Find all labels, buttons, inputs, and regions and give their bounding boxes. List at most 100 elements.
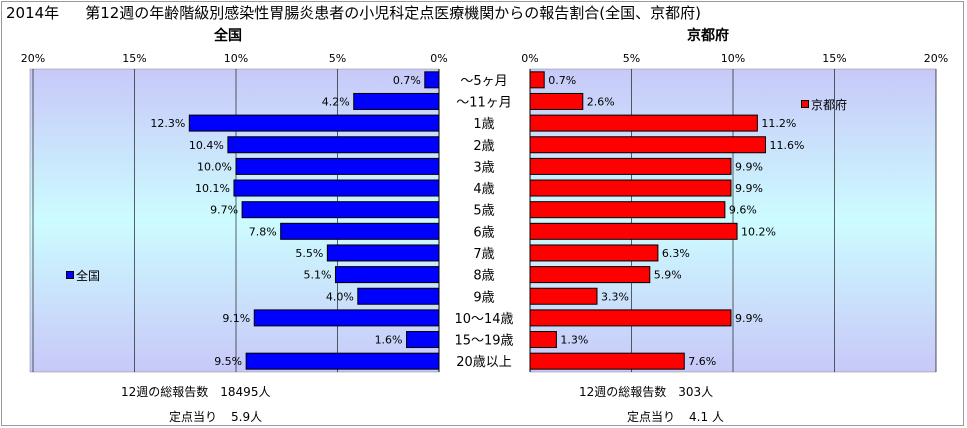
category-label: 8歳 — [473, 269, 494, 284]
bar-kyoto — [529, 71, 545, 89]
data-label-kyoto: 10.2% — [741, 225, 776, 238]
data-label-zenkoku: 4.0% — [326, 290, 354, 303]
data-label-zenkoku: 9.5% — [214, 355, 242, 368]
data-label-kyoto: 6.3% — [662, 247, 690, 260]
category-label: 6歳 — [473, 225, 494, 240]
tick-label-zenkoku: 20% — [21, 52, 45, 65]
data-label-zenkoku: 10.0% — [197, 160, 232, 173]
category-label: 9歳 — [473, 290, 494, 305]
bar-kyoto — [529, 114, 758, 132]
data-label-zenkoku: 10.1% — [195, 182, 230, 195]
bar-kyoto — [529, 92, 584, 110]
footer-kyoto-total-value: 303人 — [678, 385, 714, 399]
footer-kyoto-total: 12週の総報告数 303人 — [579, 383, 713, 400]
tick-label-kyoto: 10% — [721, 52, 745, 65]
bar-zenkoku — [227, 136, 440, 154]
footer-zenkoku-total-value: 18495人 — [220, 385, 271, 399]
footer-zenkoku-per-label: 定点当り — [169, 410, 218, 424]
category-label: ～5ヶ月 — [460, 74, 507, 89]
legend-swatch-zenkoku — [66, 271, 74, 279]
data-label-zenkoku: 10.4% — [189, 139, 224, 152]
data-label-zenkoku: 0.7% — [393, 74, 421, 87]
category-label: 2歳 — [473, 139, 494, 154]
bar-kyoto — [529, 244, 659, 262]
footer-kyoto-per-value: 4.1 人 — [689, 410, 724, 424]
footer-kyoto-total-label: 12週の総報告数 — [579, 385, 667, 399]
data-label-zenkoku: 7.8% — [249, 225, 277, 238]
footer-zenkoku-per: 定点当り 5.9人 — [169, 408, 262, 425]
legend-label-zenkoku: 全国 — [76, 269, 101, 283]
bar-zenkoku — [280, 222, 440, 240]
bar-zenkoku — [253, 309, 440, 327]
bar-kyoto — [529, 179, 732, 197]
category-label: 20歳以上 — [456, 355, 512, 370]
tick-label-kyoto: 20% — [924, 52, 948, 65]
data-label-kyoto: 9.9% — [735, 160, 763, 173]
data-label-kyoto: 9.6% — [729, 204, 757, 217]
category-label: 10～14歳 — [454, 312, 513, 327]
bar-zenkoku — [424, 71, 440, 89]
bar-kyoto — [529, 201, 726, 219]
data-label-zenkoku: 9.7% — [210, 204, 238, 217]
tick-label-kyoto: 5% — [623, 52, 640, 65]
bar-zenkoku — [245, 352, 440, 370]
footer-zenkoku-per-value: 5.9人 — [231, 410, 263, 424]
chart-title: 2014年 第12週の年齢階級別感染性胃腸炎患者の小児科定点医療機関からの報告割合… — [6, 2, 701, 23]
data-label-kyoto: 9.9% — [735, 182, 763, 195]
data-label-zenkoku: 1.6% — [375, 334, 403, 347]
bar-zenkoku — [188, 114, 440, 132]
tick-label-kyoto: 0% — [521, 52, 538, 65]
legend-kyoto: 京都府 — [801, 96, 847, 113]
bar-zenkoku — [233, 179, 440, 197]
legend-zenkoku: 全国 — [66, 267, 100, 284]
bar-kyoto — [529, 309, 732, 327]
title-year: 2014年 — [6, 4, 60, 22]
bar-zenkoku — [326, 244, 440, 262]
plot-background-zenkoku — [29, 68, 440, 373]
data-label-zenkoku: 5.1% — [304, 269, 332, 282]
tick-label-zenkoku: 5% — [329, 52, 346, 65]
category-label: 5歳 — [473, 204, 494, 219]
data-label-kyoto: 3.3% — [601, 290, 629, 303]
category-label: 1歳 — [473, 117, 494, 132]
data-label-kyoto: 0.7% — [548, 74, 576, 87]
legend-label-kyoto: 京都府 — [811, 98, 848, 112]
footer-kyoto-per-label: 定点当り — [627, 410, 676, 424]
data-label-kyoto: 5.9% — [654, 269, 682, 282]
bar-zenkoku — [241, 201, 440, 219]
category-label: 3歳 — [473, 160, 494, 175]
category-label: 4歳 — [473, 182, 494, 197]
bar-zenkoku — [357, 287, 440, 305]
tick-label-zenkoku: 15% — [122, 52, 146, 65]
data-label-kyoto: 7.6% — [688, 355, 716, 368]
data-label-zenkoku: 12.3% — [150, 117, 185, 130]
bar-zenkoku — [334, 266, 440, 284]
panel-title-kyoto: 京都府 — [687, 27, 729, 44]
bar-zenkoku — [406, 331, 440, 349]
data-label-kyoto: 11.6% — [769, 139, 804, 152]
data-label-kyoto: 2.6% — [587, 95, 615, 108]
bar-zenkoku — [353, 92, 440, 110]
bar-kyoto — [529, 157, 732, 175]
footer-kyoto-per: 定点当り 4.1 人 — [627, 408, 724, 425]
category-label: 15～19歳 — [454, 334, 513, 349]
data-label-zenkoku: 9.1% — [222, 312, 250, 325]
title-text: 第12週の年齢階級別感染性胃腸炎患者の小児科定点医療機関からの報告割合(全国、京… — [85, 4, 701, 22]
tick-label-zenkoku: 10% — [224, 52, 248, 65]
bar-kyoto — [529, 222, 738, 240]
bar-kyoto — [529, 266, 651, 284]
bar-kyoto — [529, 136, 766, 154]
footer-zenkoku-total-label: 12週の総報告数 — [121, 385, 209, 399]
bar-zenkoku — [235, 157, 440, 175]
panel-title-zenkoku: 全国 — [213, 27, 242, 44]
data-label-zenkoku: 5.5% — [295, 247, 323, 260]
footer-zenkoku-total: 12週の総報告数 18495人 — [121, 383, 270, 400]
data-label-kyoto: 11.2% — [761, 117, 796, 130]
legend-swatch-kyoto — [801, 100, 809, 108]
data-label-kyoto: 9.9% — [735, 312, 763, 325]
bar-kyoto — [529, 287, 598, 305]
tick-label-kyoto: 15% — [822, 52, 846, 65]
data-label-zenkoku: 4.2% — [322, 95, 350, 108]
category-label: 7歳 — [473, 247, 494, 262]
